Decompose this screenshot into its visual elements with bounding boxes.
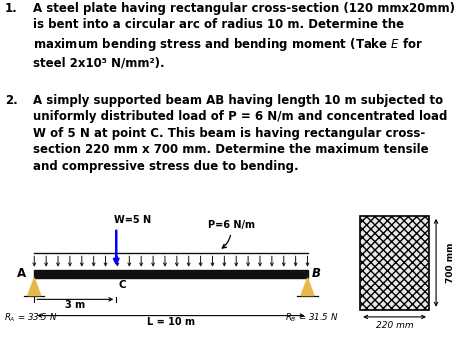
Text: 3 m: 3 m <box>65 300 85 310</box>
Text: 2.: 2. <box>5 94 18 107</box>
Text: $R_B$ = 31.5 N: $R_B$ = 31.5 N <box>284 312 338 324</box>
Text: A steel plate having rectangular cross-section (120 mmx20mm)
is bent into a circ: A steel plate having rectangular cross-s… <box>33 2 455 69</box>
Text: W=5 N: W=5 N <box>114 215 152 225</box>
Text: A simply supported beam AB having length 10 m subjected to
uniformly distributed: A simply supported beam AB having length… <box>33 94 447 173</box>
Text: P=6 N/m: P=6 N/m <box>208 220 255 248</box>
Text: B: B <box>312 267 321 280</box>
Bar <box>360 216 429 310</box>
Text: 220 mm: 220 mm <box>376 320 413 330</box>
Text: $R_A$ = 33.5 N: $R_A$ = 33.5 N <box>4 312 57 324</box>
Text: C: C <box>119 280 127 290</box>
Polygon shape <box>301 278 314 296</box>
Text: A: A <box>17 267 26 280</box>
Text: 1.: 1. <box>5 2 18 15</box>
Text: 700 mm: 700 mm <box>446 243 455 283</box>
Polygon shape <box>28 278 41 296</box>
Text: L = 10 m: L = 10 m <box>147 318 195 328</box>
Bar <box>34 270 308 278</box>
